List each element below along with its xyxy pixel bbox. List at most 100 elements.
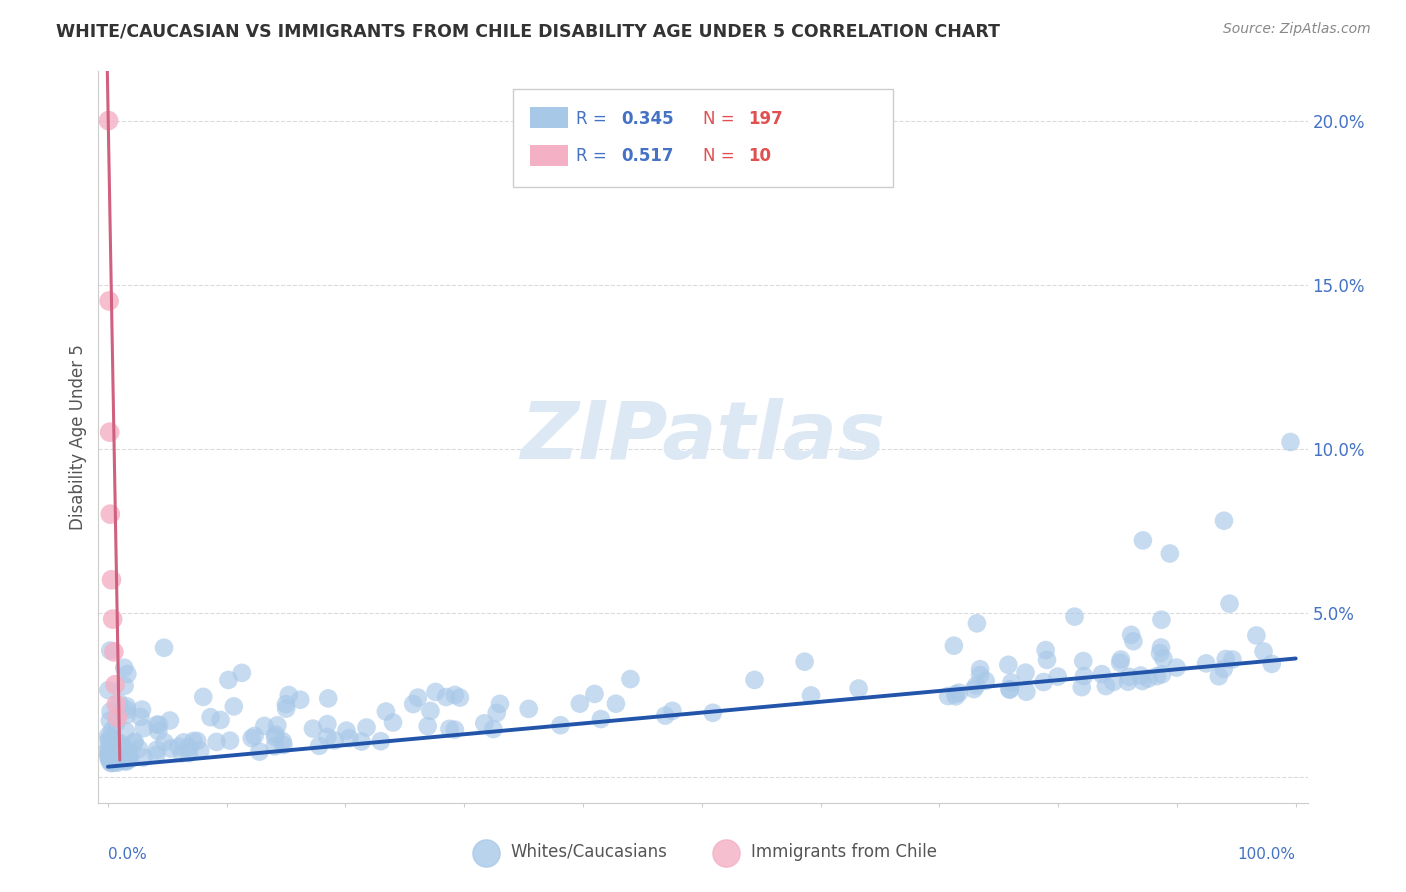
Point bbox=[1253, 644, 1275, 658]
Point bbox=[115, 707, 138, 722]
Point bbox=[115, 699, 138, 714]
Point bbox=[249, 745, 271, 759]
Point bbox=[1213, 514, 1236, 528]
Point bbox=[1132, 533, 1154, 548]
Point bbox=[183, 734, 205, 748]
Point bbox=[583, 687, 606, 701]
Point bbox=[219, 733, 242, 747]
Point bbox=[550, 718, 572, 732]
Point bbox=[1121, 628, 1143, 642]
Point bbox=[105, 698, 128, 712]
Point bbox=[177, 740, 200, 755]
Point bbox=[110, 750, 132, 764]
Point bbox=[159, 714, 181, 728]
Point bbox=[122, 736, 145, 750]
Point bbox=[1000, 675, 1022, 690]
Point bbox=[98, 714, 121, 728]
Point bbox=[97, 113, 120, 128]
Point bbox=[108, 739, 131, 754]
Text: 100.0%: 100.0% bbox=[1237, 847, 1296, 862]
Point bbox=[1063, 609, 1085, 624]
Point bbox=[482, 722, 505, 736]
Point bbox=[1150, 667, 1173, 681]
Point bbox=[936, 689, 959, 703]
Point bbox=[969, 668, 991, 682]
Point bbox=[115, 754, 138, 768]
Point bbox=[323, 733, 346, 747]
Point bbox=[605, 697, 627, 711]
Point bbox=[800, 689, 823, 703]
Point bbox=[132, 721, 155, 735]
Point bbox=[271, 734, 294, 748]
Point bbox=[277, 688, 299, 702]
Point bbox=[942, 639, 965, 653]
Point bbox=[263, 739, 285, 754]
Point bbox=[97, 683, 120, 698]
Point bbox=[945, 690, 967, 704]
Point bbox=[969, 662, 991, 676]
Point bbox=[117, 667, 139, 681]
Point bbox=[702, 706, 724, 720]
Point bbox=[103, 645, 125, 659]
Point bbox=[108, 696, 131, 710]
Point bbox=[111, 754, 134, 768]
Point bbox=[101, 612, 124, 626]
Point bbox=[1122, 634, 1144, 648]
Text: R =: R = bbox=[576, 147, 613, 165]
Point bbox=[356, 721, 378, 735]
Point bbox=[1095, 679, 1118, 693]
Point bbox=[1246, 628, 1268, 642]
Point bbox=[173, 735, 195, 749]
Point bbox=[111, 740, 134, 755]
Point bbox=[316, 691, 339, 706]
Point bbox=[1152, 651, 1174, 665]
Point bbox=[100, 705, 122, 719]
Text: 0.0%: 0.0% bbox=[108, 847, 146, 862]
Point bbox=[997, 657, 1019, 672]
Point bbox=[1129, 668, 1152, 682]
Point bbox=[1166, 660, 1188, 674]
Point bbox=[1073, 669, 1095, 683]
Text: ZIPatlas: ZIPatlas bbox=[520, 398, 886, 476]
Point bbox=[443, 688, 465, 702]
Point bbox=[1015, 685, 1038, 699]
Point bbox=[744, 673, 766, 687]
Point bbox=[1132, 673, 1154, 688]
Y-axis label: Disability Age Under 5: Disability Age Under 5 bbox=[69, 344, 87, 530]
Point bbox=[100, 731, 122, 745]
Point bbox=[97, 747, 120, 761]
Point bbox=[98, 753, 121, 767]
Point bbox=[118, 747, 141, 762]
Point bbox=[114, 679, 136, 693]
Point bbox=[115, 755, 138, 769]
Point bbox=[1279, 435, 1302, 450]
Point bbox=[263, 730, 285, 744]
Point bbox=[948, 686, 970, 700]
Point bbox=[188, 744, 211, 758]
Text: 0.345: 0.345 bbox=[621, 110, 673, 128]
Point bbox=[619, 672, 641, 686]
Point bbox=[1215, 652, 1237, 666]
Point bbox=[998, 682, 1021, 697]
Point bbox=[100, 756, 122, 770]
Point bbox=[200, 710, 222, 724]
Point bbox=[105, 715, 128, 730]
Point bbox=[517, 702, 540, 716]
Point bbox=[370, 734, 392, 748]
Point bbox=[443, 723, 465, 737]
Point bbox=[107, 710, 129, 724]
Point bbox=[1218, 597, 1240, 611]
Point bbox=[148, 718, 170, 732]
Point bbox=[489, 697, 512, 711]
Point bbox=[374, 705, 396, 719]
Point bbox=[153, 735, 176, 749]
Point bbox=[129, 710, 152, 724]
Point bbox=[98, 643, 121, 657]
Point bbox=[128, 742, 150, 756]
Point bbox=[107, 756, 129, 770]
Point bbox=[98, 425, 121, 439]
Point bbox=[974, 673, 997, 688]
Point bbox=[1195, 657, 1218, 671]
Point bbox=[97, 729, 120, 743]
Legend: Whites/Caucasians, Immigrants from Chile: Whites/Caucasians, Immigrants from Chile bbox=[463, 837, 943, 868]
